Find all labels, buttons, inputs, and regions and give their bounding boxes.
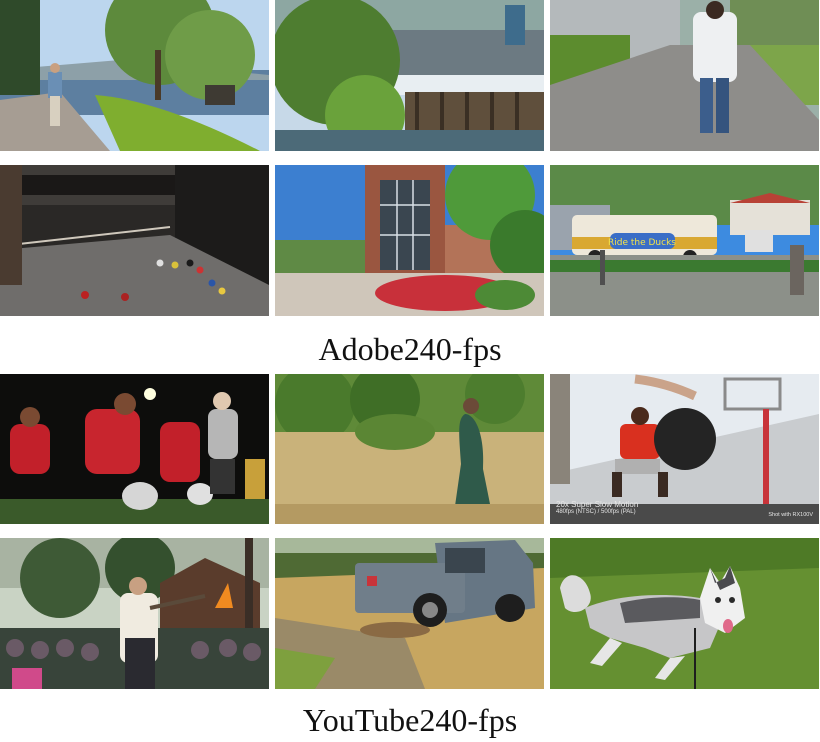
frame-lake-walkway (0, 0, 269, 151)
frame-basketball-slowmo: 20x Super Slow Motion 480fps (NTSC) / 50… (550, 374, 819, 524)
overlay-slowmo-title: 20x Super Slow Motion (556, 500, 639, 509)
caption-adobe240: Adobe240-fps (318, 331, 502, 367)
frame-duck-bus: Ride the Ducks (550, 165, 819, 316)
bus-sign-text: Ride the Ducks (608, 238, 676, 248)
frame-fire-performer (0, 538, 269, 689)
overlay-shot-with: Shot with RX100V (768, 512, 813, 518)
frame-billiards (0, 165, 269, 316)
overlay-slowmo-fps: 480fps (NTSC) / 500fps (PAL) (556, 509, 636, 515)
frame-man-walking (550, 0, 819, 151)
caption-youtube240: YouTube240-fps (302, 702, 518, 738)
frame-waterfront-dam (275, 0, 544, 151)
frame-husky-dog (550, 538, 819, 689)
frame-woman-field (275, 374, 544, 524)
frame-football-players (0, 374, 269, 524)
frame-pickup-truck (275, 538, 544, 689)
frame-brick-building (275, 165, 544, 316)
